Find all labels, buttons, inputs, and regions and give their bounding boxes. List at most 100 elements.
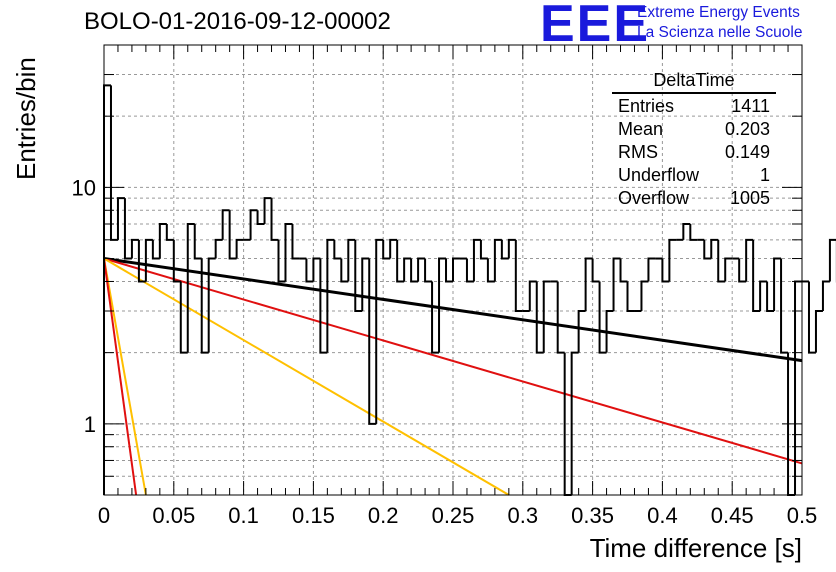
histogram-bin	[577, 310, 586, 353]
histogram-bin	[193, 223, 202, 260]
stats-row: RMS 0.149	[612, 142, 776, 165]
histogram-bin	[403, 257, 412, 282]
histogram-bin	[682, 222, 691, 240]
histogram-bin	[591, 258, 600, 283]
histogram-bin	[410, 258, 419, 283]
histogram-bin	[172, 239, 181, 283]
x-tick-label: 0.05	[152, 503, 195, 528]
x-ticks: 0 0.05 0.1 0.15 0.2 0.25 0.3 0.35 0.4 0.45 0.5	[98, 45, 817, 528]
histogram-bin	[417, 257, 426, 282]
histogram-bin	[347, 238, 356, 282]
histogram-bin	[284, 222, 293, 282]
histogram-bin	[807, 281, 816, 354]
histogram-bin	[668, 238, 677, 282]
x-tick-label: 0.5	[787, 503, 818, 528]
histogram-bin	[814, 310, 823, 353]
y-axis-label-wrap: Entries/bin	[0, 0, 50, 180]
y-tick-label: 10	[72, 175, 96, 200]
histogram-bin	[752, 239, 761, 312]
stats-row: Overflow 1005	[612, 188, 776, 211]
histogram-bin	[375, 238, 384, 424]
histogram-bin	[382, 239, 391, 260]
histogram-bin	[333, 239, 342, 260]
histogram-bin	[116, 197, 125, 240]
histogram-bin	[389, 238, 398, 259]
histogram-bin	[396, 239, 405, 283]
stats-box: DeltaTime Entries 1411 Mean 0.203 RMS 0.149…	[612, 70, 776, 211]
x-tick-label: 0.3	[508, 503, 539, 528]
histogram-bin	[361, 257, 370, 311]
histogram-bin	[773, 257, 782, 311]
histogram-bin	[158, 222, 167, 259]
histogram-bin	[151, 239, 160, 260]
stats-value: 0.203	[724, 119, 770, 139]
logo-line1: Extreme Energy Events	[637, 4, 800, 21]
stats-value: 1005	[729, 188, 770, 208]
histogram-bin	[305, 258, 314, 283]
histogram-bin	[780, 258, 789, 354]
fit-line-black	[103, 257, 803, 363]
histogram-bin	[109, 85, 118, 241]
histogram-bin	[291, 223, 300, 260]
stats-label: Underflow	[618, 165, 700, 185]
histogram-bin	[186, 222, 195, 353]
histogram-bin	[661, 258, 670, 283]
histogram-bin	[144, 238, 153, 282]
histogram-bin	[605, 310, 614, 353]
histogram-bin	[368, 258, 377, 425]
stats-row: Mean 0.203	[612, 119, 776, 142]
x-tick-label: 0	[98, 503, 110, 528]
logo-line2: La Scienza nelle Scuole	[637, 24, 803, 41]
histogram-bin	[724, 257, 733, 282]
histogram-bin	[640, 280, 649, 311]
histogram-bin	[354, 239, 363, 312]
histogram-bin	[535, 281, 544, 354]
chart-title: BOLO-01-2016-09-12-00002	[84, 8, 391, 35]
histogram-bin	[228, 210, 237, 260]
fit-line-red-long	[103, 257, 803, 465]
histogram-bin	[326, 238, 335, 353]
histogram-bin	[528, 280, 537, 311]
x-tick-label: 0.25	[432, 503, 475, 528]
histogram-bin	[759, 280, 768, 311]
histogram-bin	[263, 197, 272, 224]
histogram-bin	[200, 258, 209, 354]
histogram-bin	[710, 238, 719, 259]
histogram-bin	[137, 239, 146, 283]
histogram-bin	[277, 239, 286, 283]
histogram-bin	[472, 238, 481, 282]
histogram-bin	[500, 239, 509, 260]
histogram-bin	[312, 257, 321, 282]
y-axis-label: Entries/bin	[11, 57, 41, 180]
histogram-bin	[221, 209, 230, 240]
histogram-bin	[130, 238, 139, 259]
histogram-bin	[235, 238, 244, 259]
x-tick-label: 0.15	[292, 503, 335, 528]
x-tick-label: 0.45	[711, 503, 754, 528]
histogram-bin	[319, 258, 328, 354]
histogram-bin	[647, 257, 656, 282]
stats-value: 1411	[731, 96, 770, 116]
x-tick-label: 0.4	[647, 503, 678, 528]
histogram-bin	[738, 258, 747, 283]
histogram-bin	[745, 238, 754, 282]
histogram-bin	[493, 238, 502, 282]
histogram-bin	[465, 258, 474, 283]
y-ticks: 1 10	[72, 44, 802, 496]
histogram-bin	[249, 209, 258, 240]
histogram-bin	[689, 223, 698, 241]
x-tick-label: 0.35	[571, 503, 614, 528]
histogram-bin	[612, 257, 621, 311]
stats-label: Overflow	[618, 188, 690, 208]
fit-line-red-short	[103, 258, 138, 496]
histogram-bin	[626, 281, 635, 312]
x-tick-label: 0.2	[368, 503, 399, 528]
fit-lines	[103, 257, 803, 496]
histogram-bin	[703, 239, 712, 260]
histogram-bin	[584, 257, 593, 311]
histogram-bin	[123, 198, 132, 260]
histogram-bin	[486, 258, 495, 283]
stats-value: 0.149	[724, 142, 770, 162]
histogram-bin	[179, 281, 188, 354]
